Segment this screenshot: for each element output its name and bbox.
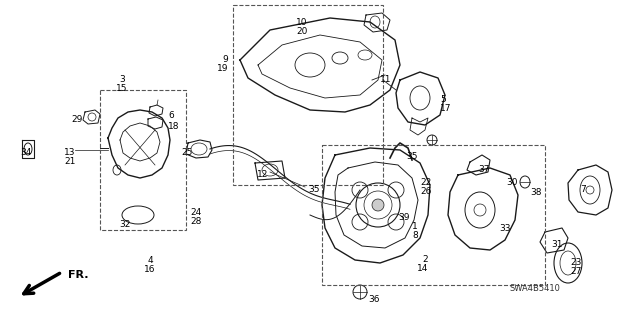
Text: 22: 22	[420, 178, 431, 187]
Text: 27: 27	[570, 267, 581, 276]
Text: 32: 32	[119, 220, 131, 229]
Text: 2: 2	[422, 255, 428, 264]
Text: 33: 33	[499, 224, 511, 233]
Text: 28: 28	[190, 217, 202, 226]
Text: 24: 24	[190, 208, 202, 217]
Text: 10: 10	[296, 18, 308, 27]
Text: 39: 39	[399, 213, 410, 222]
Text: 26: 26	[420, 187, 431, 196]
Text: 1: 1	[412, 222, 418, 231]
Text: 30: 30	[506, 178, 518, 187]
Text: 38: 38	[530, 188, 541, 197]
Text: 11: 11	[380, 75, 392, 84]
Text: 20: 20	[296, 27, 308, 36]
Text: 19: 19	[216, 64, 228, 73]
Text: 8: 8	[412, 231, 418, 240]
Text: 13: 13	[64, 148, 76, 157]
Text: 6: 6	[168, 111, 173, 120]
Text: 16: 16	[144, 265, 156, 274]
Text: 23: 23	[570, 258, 581, 267]
Text: 7: 7	[580, 185, 586, 194]
Text: 18: 18	[168, 122, 179, 131]
Text: 34: 34	[20, 148, 32, 157]
Text: SWA4B5410: SWA4B5410	[510, 284, 561, 293]
Text: 14: 14	[417, 264, 428, 273]
Text: 17: 17	[440, 104, 451, 113]
Text: 35: 35	[406, 152, 417, 161]
Text: 36: 36	[368, 295, 380, 304]
Text: FR.: FR.	[68, 270, 88, 280]
Text: 37: 37	[478, 165, 490, 174]
Text: 29: 29	[72, 115, 83, 124]
Text: 15: 15	[116, 84, 128, 93]
Ellipse shape	[372, 199, 384, 211]
Text: 31: 31	[551, 240, 563, 249]
Text: 12: 12	[257, 170, 268, 179]
Text: 5: 5	[440, 95, 445, 104]
Text: 21: 21	[64, 157, 76, 166]
Text: 3: 3	[119, 75, 125, 84]
Text: 4: 4	[147, 256, 153, 265]
Text: 9: 9	[222, 55, 228, 64]
Text: 35: 35	[308, 185, 319, 194]
Text: 25: 25	[182, 148, 193, 157]
